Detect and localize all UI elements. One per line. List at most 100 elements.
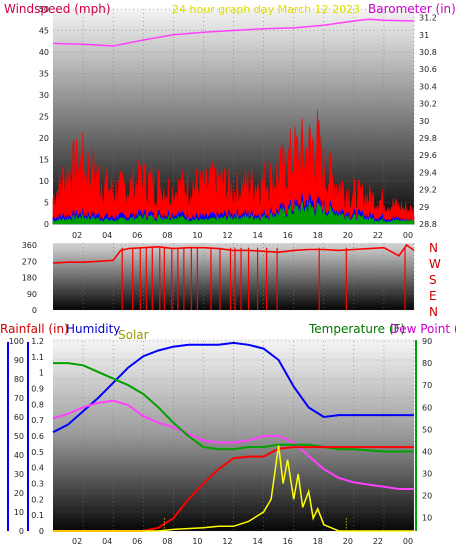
rainfall-tick-label: 0.1 [31,511,44,520]
temperature-tick-label: 80 [422,359,432,368]
rainfall-tick-label: 0.4 [31,464,44,473]
x-tick-label: 06 [132,537,142,546]
barometer-tick-label: 30.2 [419,100,437,109]
x-tick-label: 04 [102,231,112,240]
x-tick-label: 08 [162,231,172,240]
graph-date-title: 24 hour graph day March 12 2023 [172,3,360,16]
rain-hum-temp-plot-area [53,339,414,531]
humidity-axis-ticks: 0 10 20 30 40 50 60 70 80 90 100 [9,337,24,536]
barometer-tick-label: 29.4 [419,168,437,177]
rainfall-tick-label: 0.9 [31,385,44,394]
direction-tick-label: 180 [22,274,37,283]
rainfall-tick-label: 0 [39,527,44,536]
wind-direction-axis-ticks: 0 90 180 270 360 [22,241,37,315]
rain-hum-temp-panel: 0 0.1 0.2 0.3 0.4 0.5 0.6 0.7 0.8 0.9 1 1.1 1.2 0 10 2… [0,322,456,546]
humidity-line [52,341,414,434]
barometer-tick-label: 31.2 [419,14,437,23]
x-tick-label: 10 [192,231,202,240]
rain-hum-temp-series [52,341,414,532]
compass-label: S [429,273,437,287]
rainfall-tick-label: 0.8 [31,400,44,409]
barometer-tick-label: 29.8 [419,134,437,143]
solar-axis-label: Solar [118,328,149,342]
barometer-axis-ticks: 28.8 29 29.2 29.4 29.6 29.8 30 30.2 30.4 30.6 30.8… [419,14,437,229]
barometer-tick-label: 31 [419,31,429,40]
compass-label: E [429,289,437,303]
humidity-tick-label: 70 [14,394,24,403]
temperature-tick-label: 40 [422,447,432,456]
windspeed-tick-label: 45 [39,27,49,36]
windspeed-tick-label: 25 [39,113,49,122]
rainfall-tick-label: 1 [39,369,44,378]
wind-direction-plot-area [53,243,414,310]
humidity-tick-label: 40 [14,451,24,460]
x-tick-label: 06 [132,231,142,240]
x-tick-label: 00 [403,231,413,240]
x-tick-label: 02 [72,537,82,546]
windspeed-tick-label: 15 [39,156,49,165]
temperature-tick-label: 20 [422,492,432,501]
dewpoint-axis-label: Dew Point ( [390,322,456,336]
humidity-tick-label: 80 [14,375,24,384]
x-tick-label: 00 [403,537,413,546]
x-tick-label: 12 [222,231,232,240]
temperature-tick-label: 50 [422,425,432,434]
x-tick-label: 02 [72,231,82,240]
direction-tick-label: 360 [22,241,37,250]
temperature-tick-label: 30 [422,470,432,479]
x-tick-label: 18 [313,537,323,546]
windspeed-axis-ticks: 0 5 10 15 20 25 30 35 40 45 50 [39,5,49,229]
compass-label: N [429,241,438,255]
x-tick-label: 14 [252,537,262,546]
humidity-tick-label: 0 [19,527,24,536]
x-tick-label: 18 [313,231,323,240]
rainfall-tick-label: 0.2 [31,495,44,504]
x-tick-label: 22 [373,537,383,546]
barometer-axis-label: Barometer (in) [368,2,456,16]
rainfall-tick-label: 0.5 [31,448,44,457]
windspeed-tick-label: 20 [39,134,49,143]
windspeed-axis-label: Windspeed (mph) [4,2,111,16]
solar-line [53,445,414,532]
humidity-tick-label: 20 [14,489,24,498]
temperature-axis-ticks: 10 20 30 40 50 60 70 80 90 [422,337,432,523]
wind-baro-x-ticks: 02 04 06 08 10 12 14 16 18 20 22 00 [72,231,413,240]
rainfall-tick-label: 0.6 [31,432,44,441]
barometer-tick-label: 29.6 [419,151,437,160]
x-tick-label: 20 [343,231,353,240]
x-tick-label: 20 [343,537,353,546]
barometer-tick-label: 28.8 [419,220,437,229]
compass-label: W [429,257,441,271]
humidity-tick-label: 50 [14,432,24,441]
x-tick-label: 10 [192,537,202,546]
direction-tick-label: 90 [27,290,37,299]
rainfall-tick-label: 1.2 [31,337,44,346]
barometer-line [52,18,415,47]
rainfall-tick-label: 1.1 [31,353,44,362]
barometer-tick-label: 29.2 [419,186,437,195]
x-tick-label: 16 [283,537,293,546]
direction-tick-label: 270 [22,257,37,266]
humidity-tick-label: 10 [14,508,24,517]
compass-label: N [429,305,438,319]
windspeed-tick-label: 10 [39,177,49,186]
x-tick-label: 08 [162,537,172,546]
windspeed-tick-label: 40 [39,48,49,57]
rainfall-axis-label: Rainfall (in) [0,322,69,336]
humidity-tick-label: 100 [9,337,24,346]
rain-hum-temp-x-ticks: 02 04 06 08 10 12 14 16 18 20 22 00 [72,537,413,546]
temperature-tick-label: 70 [422,381,432,390]
rainfall-tick-label: 0.3 [31,480,44,489]
rainfall-tick-label: 0.7 [31,416,44,425]
humidity-axis-label: Humidity [66,322,120,336]
x-tick-label: 04 [102,537,112,546]
windspeed-tick-label: 35 [39,70,49,79]
humidity-tick-label: 90 [14,356,24,365]
barometer-tick-label: 30 [419,117,429,126]
wind-baro-series [52,18,415,225]
windspeed-tick-label: 30 [39,91,49,100]
